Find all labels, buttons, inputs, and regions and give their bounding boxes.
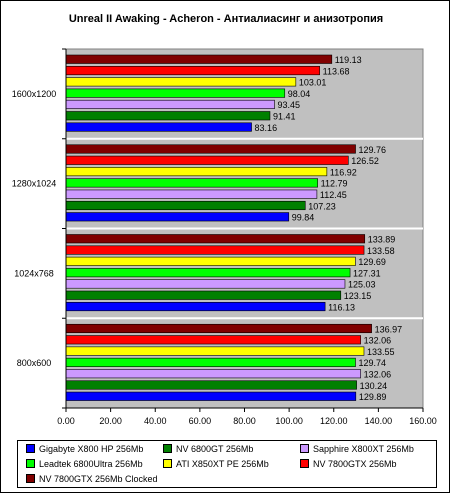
data-label: 119.13 bbox=[335, 55, 362, 65]
data-label: 133.55 bbox=[367, 347, 395, 357]
legend-label: NV 7800GTX 256Mb bbox=[313, 459, 397, 469]
bar bbox=[65, 212, 290, 222]
bar bbox=[65, 380, 357, 390]
legend-swatch bbox=[300, 459, 309, 468]
bar bbox=[65, 167, 328, 177]
data-label: 91.41 bbox=[273, 112, 296, 122]
bar bbox=[65, 99, 275, 109]
category-label: 1600x1200 bbox=[12, 89, 57, 99]
bar bbox=[65, 54, 333, 64]
legend-swatch bbox=[26, 474, 35, 483]
data-label: 126.52 bbox=[351, 156, 379, 166]
legend-label: NV 7800GTX 256Mb Clocked bbox=[39, 474, 158, 484]
legend-swatch bbox=[26, 444, 35, 453]
bar bbox=[65, 323, 372, 334]
data-label: 133.89 bbox=[368, 235, 396, 245]
data-label: 132.06 bbox=[364, 336, 392, 346]
data-label: 129.74 bbox=[358, 358, 386, 368]
bar bbox=[65, 290, 342, 300]
legend-item: NV 6800GT 256Mb bbox=[163, 444, 253, 455]
bar bbox=[65, 200, 306, 211]
legend-item: NV 7800GTX 256Mb bbox=[300, 459, 397, 470]
bar bbox=[65, 178, 318, 188]
bar bbox=[65, 88, 286, 98]
bar bbox=[65, 122, 252, 132]
x-tick-label: 160.00 bbox=[409, 416, 437, 426]
data-label: 130.24 bbox=[360, 381, 388, 391]
legend-label: Sapphire X800XT 256Mb bbox=[313, 444, 414, 454]
legend-swatch bbox=[300, 444, 309, 453]
x-tick-label: 120.00 bbox=[320, 416, 348, 426]
data-label: 127.31 bbox=[353, 268, 381, 278]
data-label: 125.03 bbox=[348, 280, 376, 290]
x-tick-label: 40.00 bbox=[144, 416, 167, 426]
bar bbox=[65, 77, 297, 87]
legend-item: NV 7800GTX 256Mb Clocked bbox=[26, 474, 158, 485]
legend-label: Leadtek 6800Ultra 256Mb bbox=[39, 459, 143, 469]
bar bbox=[65, 268, 351, 278]
data-label: 103.01 bbox=[299, 78, 327, 88]
legend: Gigabyte X800 HP 256Mb NV 6800GT 256Mb Sap… bbox=[17, 440, 437, 488]
bar bbox=[65, 369, 361, 379]
x-tick-label: 140.00 bbox=[365, 416, 393, 426]
x-tick-label: 100.00 bbox=[275, 416, 303, 426]
data-label: 107.23 bbox=[308, 201, 336, 211]
legend-label: NV 6800GT 256Mb bbox=[176, 444, 254, 454]
data-label: 129.69 bbox=[358, 257, 386, 267]
x-tick-label: 80.00 bbox=[233, 416, 256, 426]
data-label: 113.68 bbox=[323, 66, 350, 76]
category-label: 1280x1024 bbox=[12, 179, 57, 189]
bar bbox=[65, 357, 356, 367]
bar bbox=[65, 66, 320, 76]
bar bbox=[65, 245, 365, 255]
data-label: 83.16 bbox=[255, 123, 278, 133]
bar bbox=[65, 301, 326, 312]
bar bbox=[65, 155, 349, 165]
data-label: 129.76 bbox=[359, 145, 387, 155]
data-label: 99.84 bbox=[292, 213, 315, 223]
legend-item: Leadtek 6800Ultra 256Mb bbox=[26, 459, 143, 470]
data-label: 123.15 bbox=[344, 291, 372, 301]
bar bbox=[65, 189, 318, 199]
x-tick-label: 60.00 bbox=[189, 416, 212, 426]
category-label: 1024x768 bbox=[14, 268, 54, 278]
data-label: 136.97 bbox=[375, 324, 403, 334]
bar bbox=[65, 346, 365, 356]
data-label: 93.45 bbox=[278, 100, 301, 110]
x-tick-label: 0.00 bbox=[57, 416, 75, 426]
bar bbox=[65, 111, 271, 121]
bar bbox=[65, 234, 366, 244]
data-label: 116.92 bbox=[330, 167, 357, 177]
data-label: 133.58 bbox=[367, 246, 395, 256]
data-label: 132.06 bbox=[364, 369, 392, 379]
category-label: 800x600 bbox=[17, 358, 52, 368]
legend-swatch bbox=[163, 444, 172, 453]
chart-title: Unreal II Awaking - Acheron - Антиалиаси… bbox=[68, 13, 384, 25]
legend-swatch bbox=[163, 459, 172, 468]
legend-item: Gigabyte X800 HP 256Mb bbox=[26, 444, 143, 455]
bar bbox=[65, 391, 357, 401]
bar bbox=[65, 335, 361, 345]
legend-item: Sapphire X800XT 256Mb bbox=[300, 444, 414, 455]
data-label: 129.89 bbox=[359, 392, 387, 402]
bar bbox=[65, 279, 346, 289]
data-label: 112.45 bbox=[320, 190, 347, 200]
x-tick-label: 20.00 bbox=[99, 416, 122, 426]
data-label: 98.04 bbox=[288, 89, 311, 99]
bar bbox=[65, 256, 356, 266]
bar bbox=[65, 144, 356, 154]
legend-label: ATI X850XT PE 256Mb bbox=[176, 459, 269, 469]
legend-item: ATI X850XT PE 256Mb bbox=[163, 459, 269, 470]
data-label: 112.79 bbox=[321, 179, 348, 189]
data-label: 116.13 bbox=[328, 302, 355, 312]
legend-swatch bbox=[26, 459, 35, 468]
legend-label: Gigabyte X800 HP 256Mb bbox=[39, 444, 144, 454]
